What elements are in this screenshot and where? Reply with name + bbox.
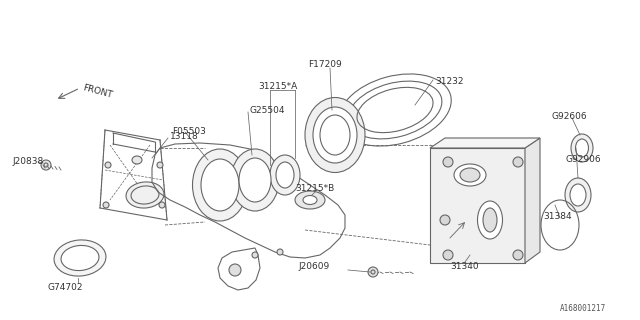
Ellipse shape (348, 81, 442, 139)
Circle shape (252, 252, 258, 258)
Ellipse shape (575, 139, 589, 157)
Ellipse shape (460, 168, 480, 182)
Ellipse shape (231, 149, 279, 211)
Ellipse shape (239, 158, 271, 202)
Ellipse shape (313, 107, 357, 163)
Circle shape (157, 162, 163, 168)
Ellipse shape (61, 245, 99, 271)
Ellipse shape (276, 162, 294, 188)
Text: G25504: G25504 (250, 106, 285, 115)
Circle shape (159, 202, 165, 208)
Ellipse shape (270, 155, 300, 195)
Text: J20609: J20609 (298, 262, 329, 271)
Circle shape (368, 267, 378, 277)
Circle shape (103, 202, 109, 208)
Circle shape (440, 215, 450, 225)
Text: 31384: 31384 (543, 212, 572, 221)
Text: F05503: F05503 (172, 127, 206, 136)
Text: G92606: G92606 (552, 112, 588, 121)
Ellipse shape (565, 178, 591, 212)
Ellipse shape (132, 156, 142, 164)
Circle shape (41, 160, 51, 170)
Ellipse shape (305, 98, 365, 172)
Text: 31340: 31340 (450, 262, 479, 271)
Text: A168001217: A168001217 (560, 304, 606, 313)
Text: 31215*A: 31215*A (258, 82, 297, 91)
Ellipse shape (54, 240, 106, 276)
Text: J20838: J20838 (12, 157, 44, 166)
Polygon shape (525, 138, 540, 263)
Circle shape (513, 157, 523, 167)
Ellipse shape (303, 196, 317, 204)
Text: 31232: 31232 (435, 77, 463, 86)
FancyBboxPatch shape (430, 148, 525, 263)
Ellipse shape (454, 164, 486, 186)
Circle shape (443, 157, 453, 167)
Text: G92906: G92906 (565, 155, 600, 164)
Ellipse shape (477, 201, 502, 239)
Circle shape (229, 264, 241, 276)
Ellipse shape (570, 184, 586, 206)
Ellipse shape (201, 159, 239, 211)
Circle shape (105, 162, 111, 168)
Text: 13118: 13118 (170, 132, 199, 141)
Text: G74702: G74702 (48, 283, 83, 292)
Text: F17209: F17209 (308, 60, 342, 69)
Circle shape (513, 250, 523, 260)
Ellipse shape (193, 149, 248, 221)
Ellipse shape (483, 208, 497, 232)
Ellipse shape (126, 182, 164, 208)
Ellipse shape (571, 134, 593, 162)
Circle shape (277, 249, 283, 255)
Text: FRONT: FRONT (82, 83, 114, 100)
Text: 31215*B: 31215*B (295, 184, 334, 193)
Circle shape (443, 250, 453, 260)
Polygon shape (430, 138, 540, 148)
Ellipse shape (295, 191, 325, 209)
